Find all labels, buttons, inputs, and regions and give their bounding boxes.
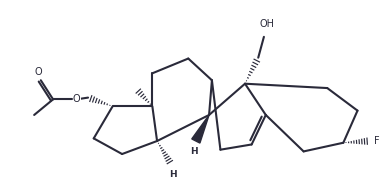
Text: O: O <box>73 94 81 104</box>
Text: H: H <box>169 170 176 179</box>
Text: F: F <box>374 136 380 146</box>
Text: H: H <box>190 147 198 156</box>
Polygon shape <box>192 115 209 143</box>
Text: OH: OH <box>259 19 274 29</box>
Text: O: O <box>34 67 42 77</box>
